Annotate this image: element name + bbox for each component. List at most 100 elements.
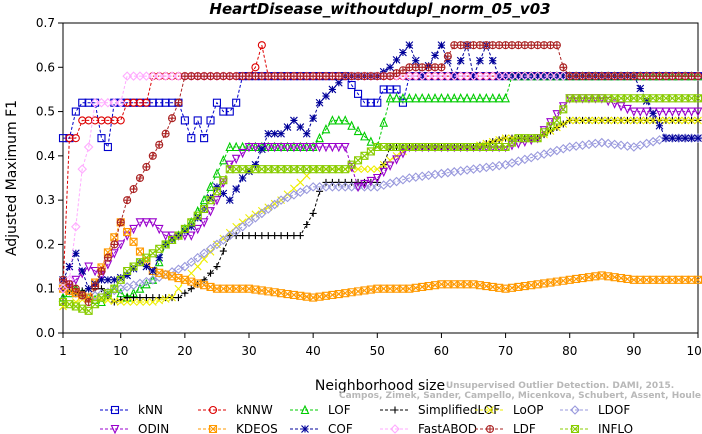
x-tick-label: 80 — [562, 344, 577, 358]
data-point — [103, 116, 112, 125]
data-point — [424, 92, 433, 103]
data-point — [417, 71, 427, 81]
data-point — [180, 224, 189, 233]
data-point — [84, 284, 93, 293]
y-axis-label: Adjusted Maximum F1 — [4, 100, 20, 256]
x-axis-label: Neighborhood size — [315, 378, 445, 394]
legend-item-kdeos: KDEOS — [198, 422, 278, 434]
data-point — [552, 110, 562, 120]
data-point — [327, 182, 338, 192]
data-point — [104, 296, 112, 305]
legend-item-ldof: LDOF — [560, 403, 630, 417]
data-point — [482, 41, 490, 49]
data-point — [347, 120, 356, 130]
data-point — [128, 71, 139, 81]
data-point — [578, 274, 587, 283]
data-point — [218, 235, 229, 245]
data-point — [257, 41, 266, 50]
data-point — [334, 115, 344, 125]
data-point — [642, 97, 651, 105]
data-point — [431, 51, 439, 60]
data-point — [507, 71, 517, 81]
data-point — [636, 72, 644, 80]
legend-label: COF — [328, 422, 353, 434]
data-point — [404, 71, 415, 81]
data-point — [681, 72, 689, 80]
data-point — [65, 300, 74, 309]
data-point — [200, 281, 209, 290]
data-point — [610, 116, 619, 125]
data-point — [239, 232, 247, 240]
data-point — [591, 272, 600, 281]
data-point — [572, 274, 581, 284]
data-point — [693, 133, 702, 143]
data-point — [149, 152, 157, 160]
data-point — [668, 116, 677, 125]
data-point — [443, 71, 453, 81]
data-point — [584, 273, 594, 282]
data-point — [123, 196, 131, 204]
data-point — [347, 288, 356, 297]
data-point — [412, 63, 420, 71]
data-point — [629, 116, 638, 125]
data-point — [366, 176, 376, 187]
data-point — [129, 264, 138, 273]
data-point — [366, 165, 375, 174]
data-point — [207, 72, 215, 80]
y-tick-label: 0.5 — [36, 105, 55, 119]
data-point — [110, 116, 119, 125]
data-point — [341, 165, 350, 174]
data-point — [398, 98, 407, 107]
data-point — [667, 133, 678, 143]
data-point — [546, 278, 555, 287]
data-point — [97, 285, 105, 293]
data-point — [289, 190, 299, 200]
data-point — [180, 227, 189, 236]
data-point — [667, 107, 677, 117]
data-point — [84, 98, 93, 107]
data-point — [656, 72, 664, 80]
data-point — [155, 244, 164, 253]
x-tick-label: 60 — [434, 344, 449, 358]
data-point — [142, 294, 150, 302]
legend-item-inflo: INFLO — [560, 422, 633, 434]
data-point — [603, 96, 613, 107]
data-point — [579, 72, 587, 80]
data-point — [340, 182, 351, 192]
data-point — [186, 231, 196, 241]
data-point — [283, 232, 291, 240]
data-point — [514, 139, 523, 149]
data-point — [205, 244, 216, 254]
data-point — [174, 284, 183, 293]
series-kdeos — [58, 218, 702, 302]
data-point — [623, 116, 632, 125]
data-point — [213, 72, 221, 80]
data-point — [501, 142, 510, 152]
data-point — [129, 224, 138, 235]
data-point — [148, 249, 157, 258]
data-point — [78, 304, 87, 313]
data-point — [160, 71, 171, 81]
data-point — [321, 182, 331, 192]
data-point — [354, 156, 363, 165]
data-point — [219, 189, 228, 198]
plot-frame — [62, 22, 699, 334]
data-point — [282, 192, 293, 203]
series-line-loop — [62, 119, 698, 307]
data-point — [161, 270, 170, 279]
data-point — [334, 289, 343, 299]
data-point — [103, 289, 112, 298]
data-point — [405, 41, 414, 50]
data-point — [148, 218, 158, 228]
y-tick-label: 0.3 — [36, 193, 55, 207]
data-point — [154, 71, 164, 81]
data-point — [142, 253, 151, 262]
data-point — [295, 187, 306, 197]
data-point — [386, 85, 395, 94]
data-point — [148, 71, 158, 81]
data-point — [680, 107, 690, 117]
data-point — [78, 116, 87, 125]
data-point — [136, 174, 144, 182]
data-point — [360, 165, 369, 174]
